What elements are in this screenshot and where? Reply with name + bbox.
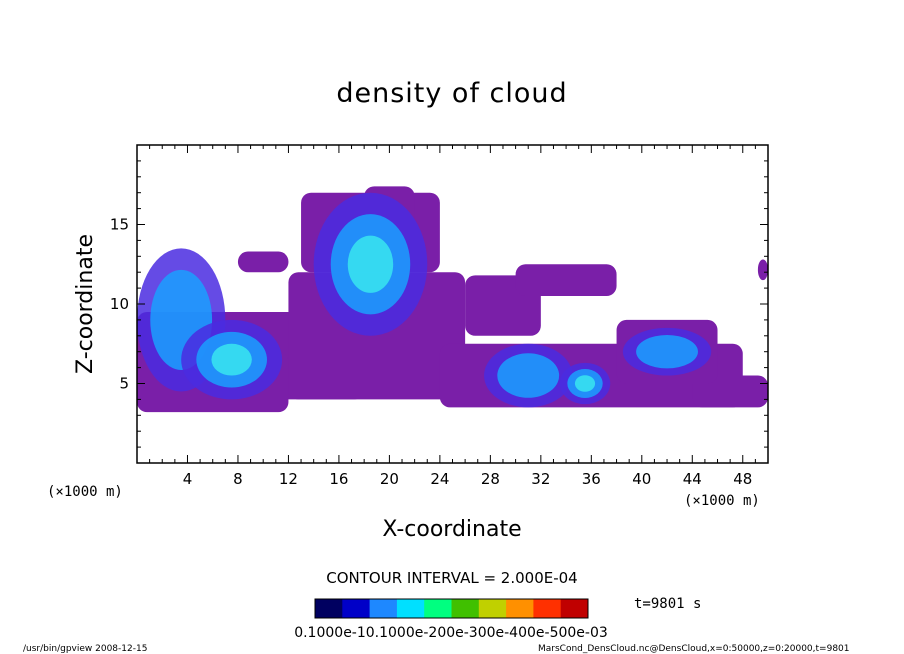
colorbar-swatch — [533, 599, 562, 618]
cloud-envelope — [515, 264, 617, 297]
cloud-envelope — [237, 251, 289, 273]
x-tick-label: 24 — [430, 470, 449, 488]
chart-title: density of cloud — [336, 78, 567, 109]
x-unit-left: (×1000 m) — [47, 484, 123, 500]
cloud-core — [347, 235, 394, 293]
y-tick-label: 15 — [110, 216, 129, 234]
x-tick-label: 48 — [733, 470, 752, 488]
cloud-envelope — [757, 259, 768, 281]
time-label: t=9801 s — [634, 596, 701, 612]
footer-right: MarsCond_DensCloud.nc@DensCloud,x=0:5000… — [538, 644, 850, 654]
cloud-core-regions — [137, 192, 712, 408]
colorbar-swatch — [315, 599, 343, 618]
cloud-core — [497, 353, 560, 398]
colorbar-swatch — [560, 599, 589, 618]
colorbar-swatch — [369, 599, 398, 618]
x-tick-label: 36 — [582, 470, 601, 488]
colorbar-swatch — [506, 599, 534, 618]
x-tick-label: 4 — [183, 470, 193, 488]
cloud-core — [211, 343, 252, 376]
contour-interval: CONTOUR INTERVAL = 2.000E-04 — [326, 569, 577, 587]
colorbar-swatch — [478, 599, 507, 618]
cloud-core — [574, 375, 596, 392]
y-tick-label: 10 — [110, 295, 129, 313]
x-tick-label: 32 — [531, 470, 550, 488]
cloud-core — [636, 335, 698, 369]
y-tick-label: 5 — [119, 375, 129, 393]
x-tick-label: 12 — [279, 470, 298, 488]
colorbar-swatch — [424, 599, 452, 618]
x-tick-label: 40 — [632, 470, 651, 488]
x-unit-right: (×1000 m) — [684, 493, 760, 509]
footer-left: /usr/bin/gpview 2008-12-15 — [23, 644, 147, 654]
x-tick-label: 44 — [683, 470, 702, 488]
colorbar-frame — [314, 598, 589, 619]
x-tick-label: 8 — [233, 470, 243, 488]
colorbar-labels: 0.1000e-10.1000e-200e-300e-400e-500e-03 — [294, 625, 608, 641]
colorbar — [315, 599, 589, 618]
colorbar-swatch — [342, 599, 371, 618]
x-tick-label: 28 — [481, 470, 500, 488]
colorbar-swatch — [451, 599, 480, 618]
cloud-envelope — [692, 375, 768, 408]
colorbar-swatch — [396, 599, 425, 618]
x-tick-label: 20 — [380, 470, 399, 488]
x-axis-label: X-coordinate — [382, 517, 521, 542]
y-axis-label: Z-coordinate — [73, 234, 98, 374]
x-tick-label: 16 — [329, 470, 348, 488]
